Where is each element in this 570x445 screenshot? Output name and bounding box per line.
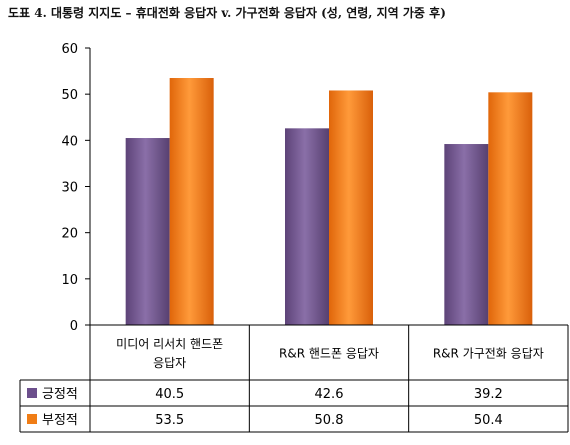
y-tick-label: 30 bbox=[61, 181, 78, 196]
legend-swatch-positive bbox=[27, 388, 37, 398]
category-label: R&R 가구전화 응답자 bbox=[433, 347, 544, 361]
data-value-label: 50.4 bbox=[474, 413, 503, 428]
bar-negative bbox=[169, 78, 214, 325]
y-tick-label: 50 bbox=[61, 88, 78, 103]
data-value-label: 50.8 bbox=[315, 413, 344, 428]
bar-positive bbox=[285, 128, 329, 325]
data-value-label: 40.5 bbox=[155, 387, 184, 402]
y-tick-label: 40 bbox=[61, 134, 78, 149]
bar-negative bbox=[488, 92, 533, 325]
data-value-label: 42.6 bbox=[315, 387, 344, 402]
data-value-label: 39.2 bbox=[474, 387, 503, 402]
bar-negative bbox=[329, 90, 373, 326]
bar-positive bbox=[125, 138, 170, 325]
bar-positive bbox=[444, 144, 489, 325]
category-label: 응답자 bbox=[153, 356, 186, 370]
y-tick-label: 20 bbox=[61, 227, 78, 242]
y-tick-label: 10 bbox=[61, 273, 78, 288]
category-label: R&R 핸드폰 응답자 bbox=[279, 346, 379, 361]
category-label: 미디어 리서치 핸드폰 bbox=[116, 336, 223, 351]
legend-label-positive: 긍정적 bbox=[42, 387, 78, 402]
data-value-label: 53.5 bbox=[155, 413, 184, 428]
legend-swatch-negative bbox=[27, 414, 37, 424]
legend-label-negative: 부정적 bbox=[42, 413, 78, 428]
y-tick-label: 0 bbox=[70, 319, 78, 334]
y-tick-label: 60 bbox=[61, 42, 78, 57]
chart-title: 도표 4. 대통령 지지도 – 휴대전화 응답자 v. 가구전화 응답자 (성,… bbox=[8, 6, 446, 20]
